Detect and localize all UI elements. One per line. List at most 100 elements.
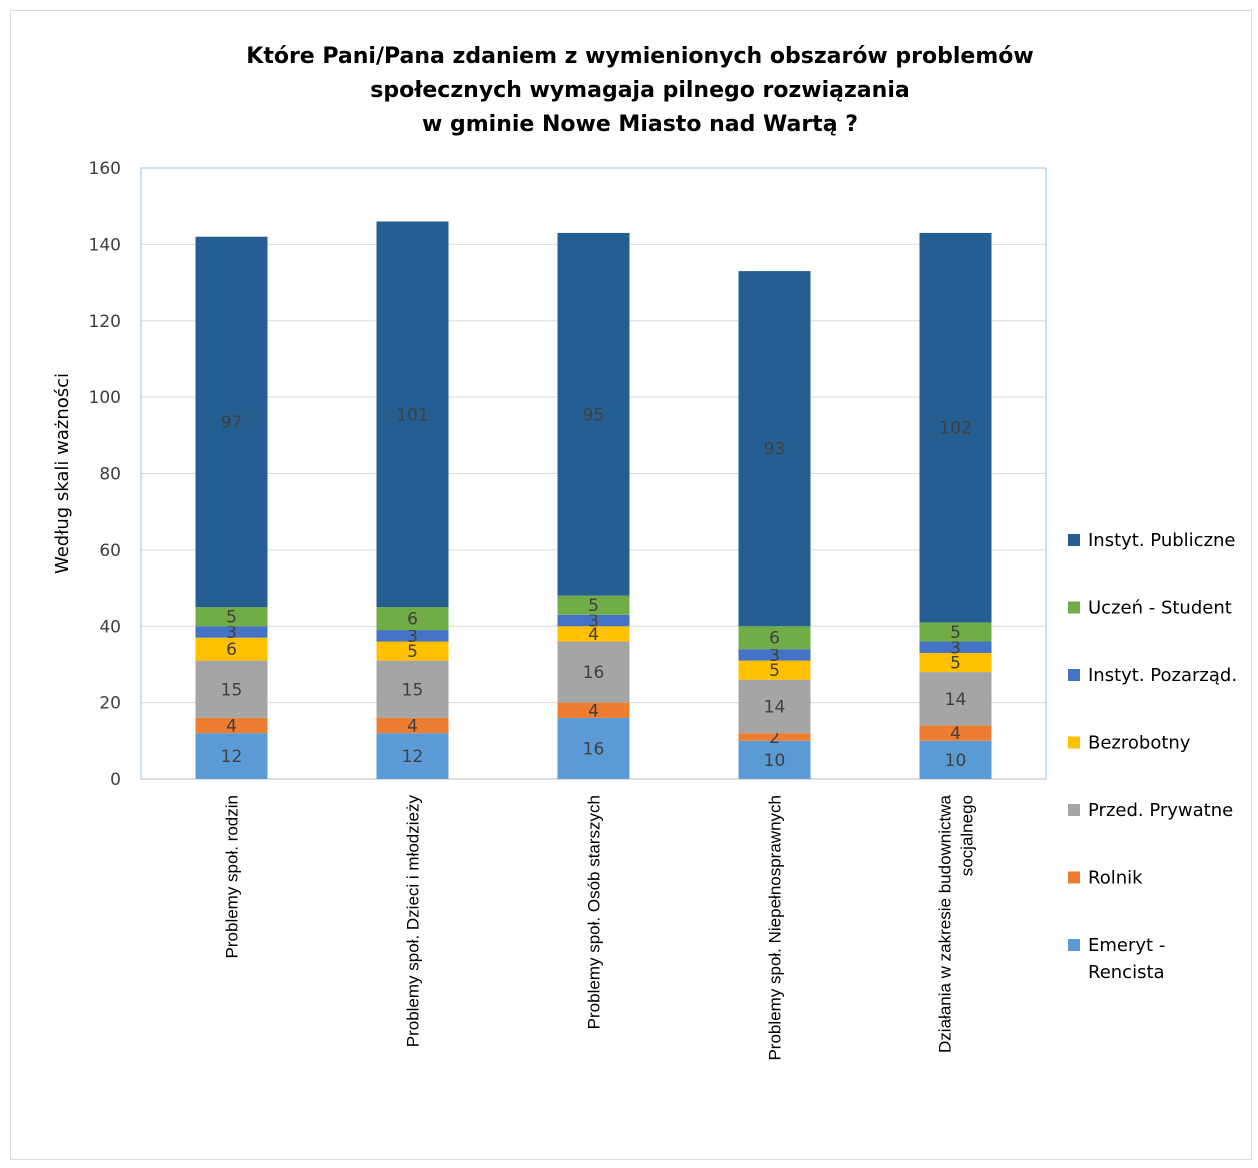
y-tick-label: 40 bbox=[99, 617, 121, 637]
data-label: 3 bbox=[769, 646, 780, 666]
bar-segment bbox=[376, 733, 449, 779]
data-label: 2 bbox=[769, 728, 780, 748]
category-label: Problemy społ. Dzieci i młodzieży bbox=[404, 795, 423, 1048]
data-label: 5 bbox=[226, 608, 237, 628]
legend-swatch bbox=[1068, 939, 1080, 951]
bar-segment bbox=[557, 626, 630, 642]
bar-segment bbox=[919, 622, 992, 642]
bar-segment bbox=[738, 733, 811, 741]
y-tick-label: 60 bbox=[99, 541, 121, 561]
bar-segment bbox=[195, 660, 268, 718]
data-label: 95 bbox=[583, 405, 605, 425]
legend-swatch bbox=[1068, 601, 1080, 614]
legend-label-line: Bezrobotny bbox=[1088, 733, 1191, 754]
category-label-line: Działania w zakresie budownictwa bbox=[936, 794, 955, 1053]
bar-segment bbox=[195, 733, 268, 779]
bar-segment bbox=[195, 607, 268, 627]
data-label: 6 bbox=[226, 640, 237, 660]
data-label: 5 bbox=[950, 654, 961, 674]
y-tick-label: 160 bbox=[89, 159, 121, 179]
bar-segment bbox=[557, 595, 630, 615]
legend-label: Przed. Prywatne bbox=[1088, 800, 1233, 821]
legend-swatch bbox=[1068, 736, 1080, 749]
data-label: 5 bbox=[769, 661, 780, 681]
category-label-line: socjalnego bbox=[958, 795, 977, 876]
bar-segment bbox=[738, 740, 811, 779]
bar-segment bbox=[376, 660, 449, 718]
data-label: 5 bbox=[588, 596, 599, 616]
legend-label-line: Uczeń - Student bbox=[1088, 598, 1232, 619]
data-label: 5 bbox=[950, 623, 961, 643]
data-label: 16 bbox=[583, 739, 605, 759]
data-label: 15 bbox=[402, 680, 424, 700]
bar-segment bbox=[557, 232, 630, 596]
bar-segment bbox=[557, 641, 630, 703]
data-label: 10 bbox=[945, 751, 967, 771]
legend-swatch bbox=[1068, 804, 1080, 816]
bar-segment bbox=[376, 221, 449, 608]
data-label: 93 bbox=[764, 440, 786, 460]
data-label: 12 bbox=[402, 747, 424, 767]
data-label: 4 bbox=[226, 717, 237, 737]
legend-label-line: Instyt. Publiczne bbox=[1088, 530, 1236, 551]
data-label: 3 bbox=[407, 627, 418, 647]
legend-label: Instyt. Pozarząd. bbox=[1088, 665, 1237, 686]
category-label-line: Problemy społ. rodzin bbox=[223, 795, 242, 958]
bar-segment bbox=[738, 271, 811, 627]
bar-segment bbox=[738, 649, 811, 661]
legend-swatch bbox=[1068, 669, 1080, 681]
y-tick-label: 100 bbox=[89, 388, 121, 408]
data-label: 4 bbox=[407, 717, 418, 737]
bar-segment bbox=[919, 652, 992, 673]
bar-segment bbox=[195, 236, 268, 608]
bar-segment bbox=[738, 626, 811, 650]
bar-segment bbox=[195, 637, 268, 661]
data-label: 14 bbox=[764, 697, 786, 717]
bar-segment bbox=[919, 672, 992, 726]
data-label: 3 bbox=[950, 638, 961, 658]
bar-segment bbox=[919, 641, 992, 653]
y-axis-title: Według skali ważności bbox=[52, 373, 73, 574]
legend-label: Uczeń - Student bbox=[1088, 598, 1232, 619]
bar-segment bbox=[557, 717, 630, 779]
y-tick-label: 80 bbox=[99, 465, 121, 485]
legend-label: Instyt. Publiczne bbox=[1088, 530, 1236, 551]
legend-label-line: Emeryt - bbox=[1088, 935, 1165, 956]
data-label: 97 bbox=[221, 413, 243, 433]
y-tick-label: 120 bbox=[89, 312, 121, 332]
category-label-line: Problemy społ. Osób starszych bbox=[585, 795, 604, 1029]
data-label: 3 bbox=[588, 612, 599, 632]
bar-segment bbox=[738, 679, 811, 734]
data-label: 15 bbox=[221, 680, 243, 700]
data-label: 3 bbox=[226, 623, 237, 643]
y-tick-label: 0 bbox=[110, 770, 121, 790]
legend-label: Emeryt - Rencista bbox=[1088, 935, 1165, 983]
bar-segment bbox=[195, 717, 268, 734]
data-label: 10 bbox=[764, 751, 786, 771]
data-label: 12 bbox=[221, 747, 243, 767]
data-label: 16 bbox=[583, 663, 605, 683]
bar-segment bbox=[376, 641, 449, 661]
data-label: 4 bbox=[588, 701, 599, 721]
category-label: Problemy społ. Osób starszych bbox=[585, 795, 604, 1029]
bar-segment bbox=[919, 232, 992, 623]
legend-label-line: Rencista bbox=[1088, 962, 1165, 983]
data-label: 102 bbox=[939, 419, 971, 439]
category-label-line: Problemy społ. Niepełnosprawnych bbox=[766, 795, 785, 1061]
bar-segment bbox=[919, 740, 992, 779]
data-label: 4 bbox=[588, 625, 599, 645]
legend-label: Bezrobotny bbox=[1088, 733, 1191, 754]
bar-segment bbox=[376, 717, 449, 734]
data-label: 4 bbox=[950, 724, 961, 744]
bar-segment bbox=[738, 660, 811, 680]
category-label: Problemy społ. rodzin bbox=[223, 795, 242, 958]
bar-segment bbox=[557, 614, 630, 627]
legend-label-line: Przed. Prywatne bbox=[1088, 800, 1233, 821]
y-tick-label: 20 bbox=[99, 694, 121, 714]
category-label: Działania w zakresie budownictwa socjalne… bbox=[936, 794, 977, 1053]
bar-segment bbox=[195, 626, 268, 638]
legend-swatch bbox=[1068, 871, 1080, 884]
data-label: 101 bbox=[396, 405, 428, 425]
y-tick-label: 140 bbox=[89, 235, 121, 255]
